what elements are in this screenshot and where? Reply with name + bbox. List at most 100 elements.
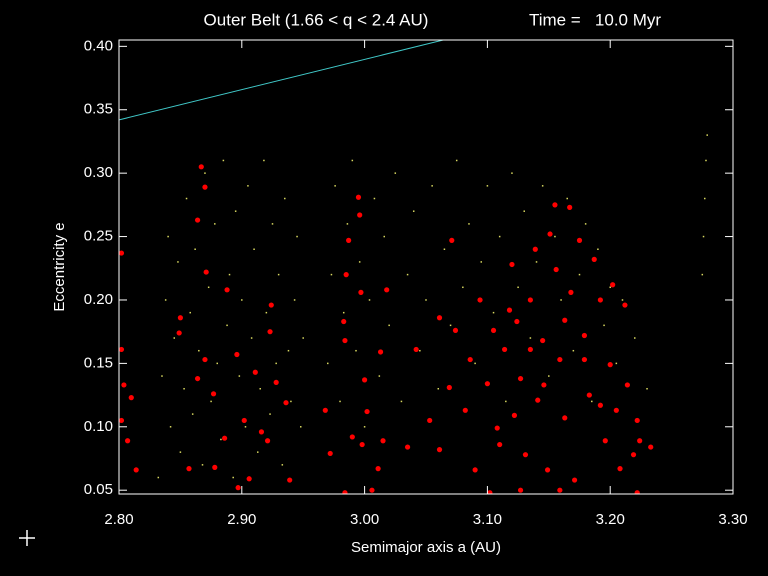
point	[540, 337, 546, 344]
point	[330, 273, 333, 276]
point	[267, 329, 273, 335]
point	[425, 299, 427, 301]
point	[214, 223, 216, 225]
point	[578, 273, 581, 276]
point	[514, 318, 520, 325]
point	[287, 349, 290, 352]
point	[517, 487, 524, 493]
point	[364, 408, 370, 415]
x-tick-label: 3.20	[596, 511, 625, 528]
point	[705, 159, 707, 162]
point	[610, 282, 616, 288]
point	[244, 426, 247, 428]
x-axis-label: Semimajor axis a (AU)	[351, 539, 501, 556]
point	[119, 346, 125, 353]
y-tick-label: 0.10	[84, 418, 113, 435]
point	[235, 485, 241, 491]
point	[487, 490, 493, 494]
point	[584, 223, 587, 225]
point	[566, 197, 568, 200]
point	[436, 447, 443, 453]
point	[492, 311, 495, 314]
point	[597, 248, 599, 250]
point	[591, 400, 593, 403]
point	[609, 286, 611, 289]
point	[544, 467, 551, 473]
chart-title: Outer Belt (1.66 < q < 2.4 AU)	[204, 10, 429, 29]
point	[553, 266, 559, 273]
point	[362, 377, 368, 383]
point	[161, 375, 163, 377]
point	[263, 159, 265, 162]
point	[369, 487, 375, 493]
point	[359, 441, 365, 448]
point	[220, 438, 222, 441]
point	[704, 197, 706, 200]
point	[234, 351, 240, 358]
point	[467, 356, 473, 363]
point	[216, 362, 218, 365]
point	[535, 261, 538, 263]
point	[222, 435, 228, 441]
point	[176, 330, 182, 336]
point	[552, 202, 558, 208]
point	[173, 337, 176, 339]
point	[177, 261, 179, 263]
point	[358, 289, 364, 295]
point	[342, 337, 348, 344]
point	[462, 286, 464, 289]
point	[157, 476, 160, 479]
point	[443, 248, 446, 250]
point	[498, 235, 501, 238]
point	[505, 400, 507, 403]
point	[349, 434, 355, 440]
point	[602, 438, 608, 444]
point	[449, 324, 452, 327]
point	[207, 286, 210, 289]
point	[241, 417, 247, 424]
point	[124, 438, 131, 444]
point	[613, 407, 619, 413]
point	[283, 400, 289, 406]
point	[179, 451, 182, 453]
point	[522, 452, 529, 458]
point	[572, 349, 575, 352]
point	[232, 476, 234, 479]
point	[630, 452, 637, 458]
point	[384, 287, 390, 293]
point	[607, 362, 613, 368]
point	[210, 391, 217, 397]
point	[541, 185, 544, 187]
point	[637, 438, 643, 444]
x-tick-label: 3.00	[350, 511, 379, 528]
point	[568, 289, 574, 295]
point	[517, 375, 524, 382]
point	[269, 413, 271, 415]
point	[346, 237, 352, 243]
point	[701, 273, 704, 276]
point	[484, 381, 490, 387]
point	[351, 159, 354, 162]
point	[194, 217, 201, 223]
point	[581, 332, 588, 339]
point	[634, 417, 640, 424]
point	[201, 464, 204, 466]
point	[581, 356, 588, 363]
point	[506, 307, 513, 313]
point	[529, 337, 532, 339]
line	[119, 40, 444, 121]
point	[128, 395, 134, 401]
point	[388, 324, 390, 327]
point	[567, 204, 573, 210]
point	[133, 467, 139, 473]
point	[341, 318, 347, 325]
point	[494, 425, 500, 431]
point	[203, 269, 209, 275]
y-tick-label: 0.35	[84, 101, 113, 118]
point	[238, 375, 241, 377]
point	[404, 444, 411, 450]
y-tick-label: 0.20	[84, 291, 113, 308]
point	[169, 426, 172, 428]
point	[343, 272, 349, 278]
point	[562, 415, 568, 421]
